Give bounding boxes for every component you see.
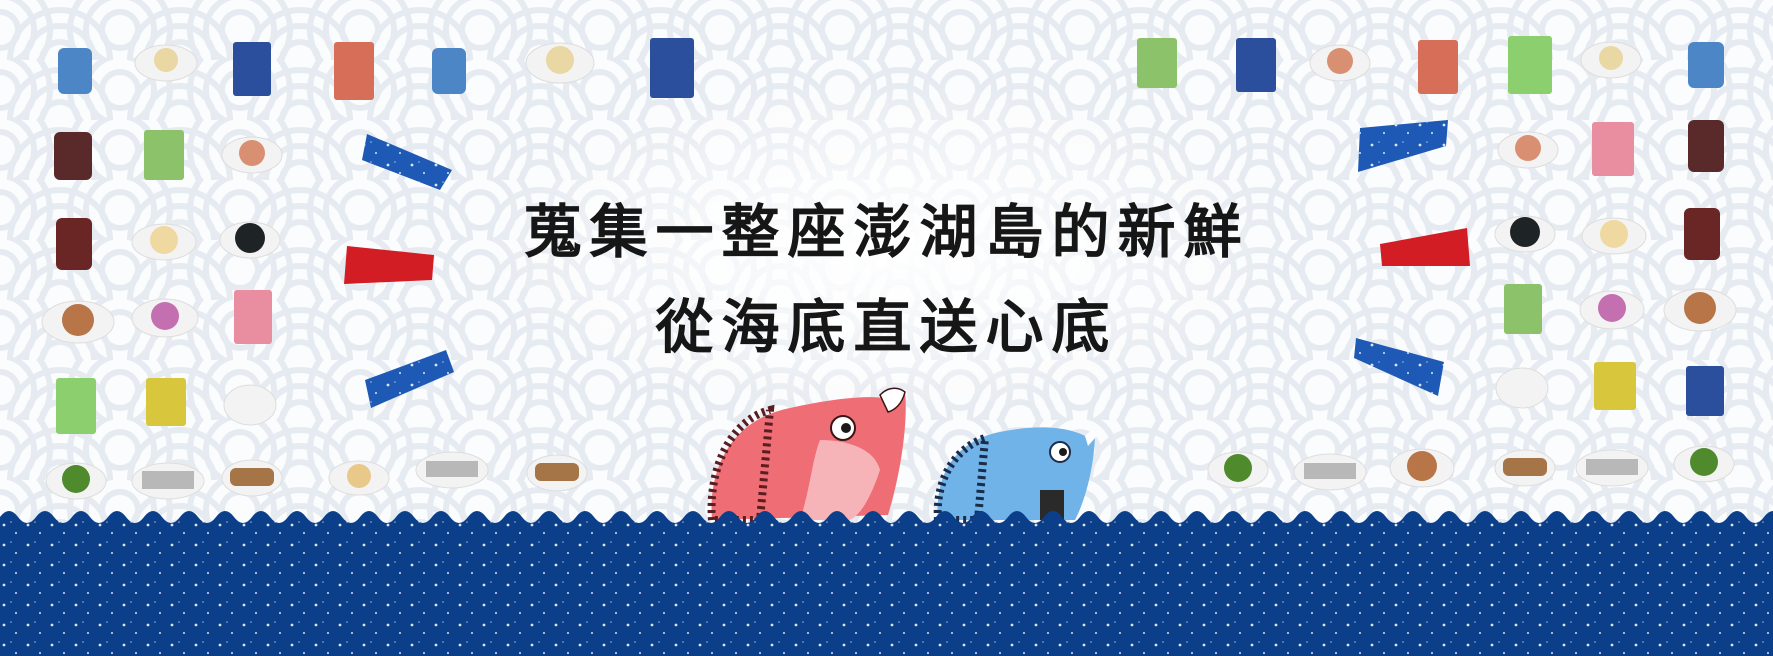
product-pack-icon [146,378,186,426]
product-food-icon [235,223,265,253]
product-food-icon [1407,451,1437,481]
product-food-icon [142,471,194,489]
red-fish-illustration [707,387,906,524]
right-product-grid [1137,36,1737,491]
product-food-icon [1599,46,1623,70]
headline-line-1: 蒐集一整座澎湖島的新鮮 [523,198,1250,266]
product-bag-icon [233,42,271,96]
product-pack-icon [1508,36,1552,94]
product-bag-icon [234,290,272,344]
product-bag-icon [1686,366,1724,416]
product-bag-icon [1592,122,1634,176]
burst-flag-red [344,246,434,284]
product-jar-icon [56,218,92,270]
burst-flag-red [1380,228,1470,266]
product-food-icon [1684,292,1716,324]
product-bag-icon [334,42,374,100]
product-food-icon [1304,463,1356,479]
product-food-icon [154,48,178,72]
product-food-icon [1600,220,1628,248]
sea-waves [0,511,1773,656]
product-bag-icon [650,38,694,98]
product-jar-icon [1688,42,1724,88]
blue-fish-illustration [933,427,1096,524]
product-food-icon [1515,135,1541,161]
product-jar-icon [432,48,466,94]
product-food-icon [239,140,265,166]
product-food-icon [62,304,94,336]
product-plate-icon [223,384,277,426]
product-plate-icon [1495,367,1549,409]
product-pack-icon [1504,284,1542,334]
product-food-icon [230,468,274,486]
product-food-icon [546,46,574,74]
product-food-icon [1690,448,1718,476]
product-bag-icon [1418,40,1458,94]
product-food-icon [1224,454,1252,482]
product-food-icon [535,463,579,481]
product-food-icon [426,461,478,477]
product-food-icon [1503,458,1547,476]
product-jar-icon [58,48,92,94]
product-pack-icon [1594,362,1636,410]
sea-speckles [0,520,1773,656]
product-food-icon [151,302,179,330]
left-product-grid [41,38,694,500]
product-pack-icon [1137,38,1177,88]
product-jar-icon [1684,208,1720,260]
product-food-icon [1510,217,1540,247]
product-food-icon [150,226,178,254]
product-food-icon [62,465,90,493]
product-jar-icon [1688,120,1724,172]
product-bag-icon [1236,38,1276,92]
headline-line-2: 從海底直送心底 [655,293,1118,361]
product-food-icon [1327,48,1353,74]
product-jar-icon [54,132,92,180]
product-food-icon [1586,459,1638,475]
product-food-icon [1598,294,1626,322]
product-food-icon [347,464,371,488]
product-pack-icon [144,130,184,180]
product-pack-icon [56,378,96,434]
flag-speckles [362,120,1448,408]
